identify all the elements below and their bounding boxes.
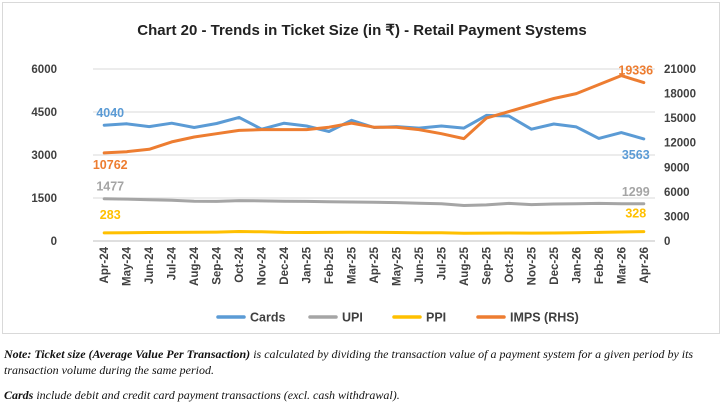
x-tick-label: Aug-25 [459,246,471,286]
x-tick-label: May-24 [122,246,134,286]
x-tick-label: Nov-24 [257,246,269,285]
x-tick-label: Feb-26 [594,247,606,284]
data-label: 283 [100,208,121,222]
y-left-tick-label: 4500 [31,107,57,119]
x-tick-label: Sep-24 [212,246,224,284]
x-tick-label: May-25 [391,246,403,286]
right-axis: 0 3000 6000 9000 12000 15000 18000 21000 [664,64,696,248]
chart-title: Chart 20 - Trends in Ticket Size (in ₹) … [137,22,586,39]
x-tick-label: Feb-25 [324,246,336,284]
legend-label: UPI [342,311,363,325]
y-left-tick-label: 1500 [31,193,57,205]
legend: Cards UPI PPI IMPS (RHS) [216,311,579,325]
x-tick-label: Apr-25 [369,246,381,283]
legend-label: Cards [250,311,285,325]
cards-note-text: include debit and credit card payment tr… [33,388,400,402]
x-tick-label: Sep-25 [481,246,493,284]
series-line-imps-rhs [102,74,646,155]
data-label: 10762 [93,158,128,172]
y-right-tick-label: 21000 [664,64,696,76]
y-right-tick-label: 0 [664,236,670,248]
cards-lead: Cards [4,388,34,402]
x-axis: Apr-24 May-24 Jun-24 Jul-24 Aug-24 Sep-24 Oct-… [93,240,655,286]
legend-label: IMPS (RHS) [510,311,579,325]
legend-label: PPI [426,311,446,325]
data-label: 328 [625,207,646,221]
note-cards: Cards include debit and credit card paym… [4,387,720,403]
x-tick-label: Apr-24 [99,246,111,283]
chart-frame [2,2,720,334]
x-tick-label: Jan-26 [571,247,583,283]
x-tick-label: Aug-24 [189,246,201,286]
x-tick-label: Oct-24 [234,246,246,282]
ticket-size-line-chart: Chart 20 - Trends in Ticket Size (in ₹) … [31,22,696,325]
y-right-tick-label: 12000 [664,138,696,150]
x-tick-label: Mar-26 [616,247,628,284]
y-left-tick-label: 6000 [31,64,57,76]
x-tick-label: Mar-25 [347,246,359,284]
series-line-upi [102,197,646,207]
left-axis: 0 1500 3000 4500 6000 [31,64,57,248]
y-left-tick-label: 0 [51,236,57,248]
x-tick-label: Jan-25 [302,246,314,283]
footnotes: Note: Ticket size (Average Value Per Tra… [4,346,720,412]
data-label: 3563 [622,148,650,162]
note-lead: Note: Ticket size (Average Value Per Tra… [4,347,251,361]
note-text: is calculated by dividing the transactio… [4,347,694,377]
note-ticket-size: Note: Ticket size (Average Value Per Tra… [4,346,720,378]
y-right-tick-label: 3000 [664,211,690,223]
data-label: 1299 [622,185,650,199]
data-label: 1477 [96,180,124,194]
y-right-tick-label: 9000 [664,162,690,174]
x-tick-label: Dec-24 [279,246,291,284]
y-right-tick-label: 6000 [664,187,690,199]
x-tick-label: Oct-25 [504,246,516,282]
x-tick-label: Jun-25 [414,246,426,284]
y-left-tick-label: 3000 [31,150,57,162]
x-tick-label: Nov-25 [526,246,538,285]
data-label: 4040 [96,106,124,120]
x-tick-label: Jul-24 [167,246,179,280]
y-right-tick-label: 18000 [664,89,696,101]
data-label: 19336 [618,64,653,78]
x-tick-label: Jun-24 [144,246,156,284]
x-tick-label: Dec-25 [549,246,561,284]
series-line-ppi [102,230,646,235]
x-tick-label: Apr-26 [639,247,651,283]
x-tick-label: Jul-25 [436,246,448,280]
y-right-tick-label: 15000 [664,113,696,125]
series-lines [102,74,646,235]
data-labels: 4040 3563 1477 1299 283 328 10762 19336 [93,64,653,222]
